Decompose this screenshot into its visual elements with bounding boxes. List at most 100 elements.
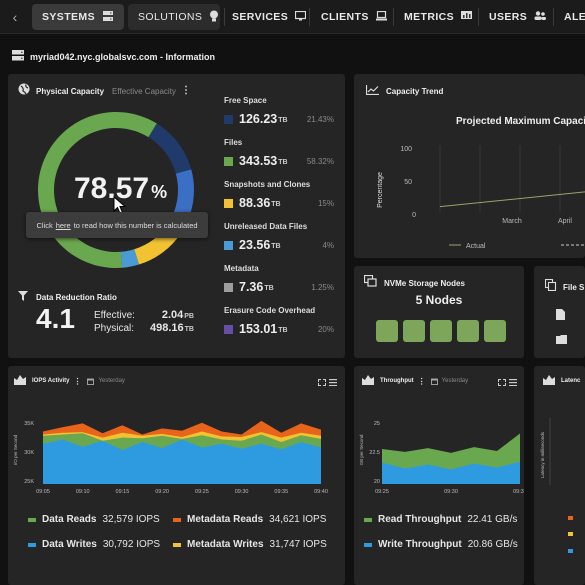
legend-item[interactable]: Read Throughput 22.41 GB/s [364,514,517,525]
iops-chart: I/O per Second 35K 30K 25K 09:05 09:10 09:… [13,420,328,495]
throughput-title: Throughput [380,378,414,384]
latency-legend-swatch [568,516,573,520]
capacity-percent-value: 78.57 [74,172,150,205]
legend-swatch [173,542,181,547]
capacity-row-unit: TB [278,117,288,124]
tab-metrics[interactable]: METRICS [394,4,482,30]
legend-item[interactable]: Metadata Writes 31,747 IOPS [173,539,327,550]
tab-label: ALE [564,11,585,23]
capacity-row-label: Unreleased Data Files [224,222,308,231]
expand-icon[interactable] [498,373,506,391]
x-tick-label: 09:30 [235,489,249,495]
tooltip-prefix: Click [36,220,53,230]
legend-item[interactable]: Write Throughput 20.86 GB/s [364,539,518,550]
throughput-ytick: 20 [374,479,380,485]
tab-alerts[interactable]: ALE [554,4,585,30]
tab-physical-capacity[interactable]: Physical Capacity [36,86,105,96]
capacity-row-swatch [224,114,233,124]
nav-divider [478,8,479,26]
menu-icon[interactable] [329,373,337,391]
capacity-row-percent: 1.25% [311,282,334,292]
nvme-node[interactable] [403,320,425,342]
data-reduction-title: Data Reduction Ratio [36,292,117,302]
nav-divider [393,8,394,26]
iops-range[interactable]: Yesterday [98,378,125,384]
legend-item[interactable]: Data Writes 30,792 IOPS [28,539,160,550]
page-title-text: myriad042.nyc.globalsvc.com - Informatio… [30,51,216,62]
legend-item[interactable]: Data Reads 32,579 IOPS [28,514,160,525]
capacity-trend-panel [354,74,585,258]
capacity-row-unit: TB [264,285,274,292]
capacity-row-unit: TB [278,159,288,166]
tab-services[interactable]: SERVICES [222,4,316,30]
nvme-node[interactable] [457,320,479,342]
nvme-header: NVMe Storage Nodes [363,274,465,292]
nvme-node[interactable] [484,320,506,342]
tab-systems[interactable]: SYSTEMS [32,4,124,30]
throughput-chart: GB per Second 25 22.5 20 09:25 09:30 09:35 [359,421,524,495]
capacity-trend-title: Capacity Trend [386,86,444,96]
legend-value: 32,579 IOPS [102,514,160,525]
capacity-row-value: 23.56 [239,238,271,252]
legend-swatch [28,542,36,547]
legend-item[interactable]: Metadata Reads 34,621 IOPS [173,514,326,525]
capacity-row-label: Erasure Code Overhead [224,306,316,315]
iops-header: IOPS Activity ⋮ Yesterday [14,372,125,390]
latency-legend-swatch [568,532,573,536]
x-tick-label: 09:15 [116,489,130,495]
effective-unit: PB [184,313,194,320]
area-chart-icon [14,372,26,390]
nvme-node[interactable] [430,320,452,342]
legend-value: 34,621 IOPS [269,514,327,525]
chat-chart-icon [461,10,473,24]
globe-icon [18,82,30,100]
tab-effective-capacity[interactable]: Effective Capacity [112,86,176,96]
legend-label: Read Throughput [378,514,462,525]
legend-label: Data Reads [42,514,97,525]
tab-users[interactable]: USERS [479,4,556,30]
back-chevron-icon[interactable]: ‹ [12,9,18,25]
capacity-row-unit: TB [271,243,281,250]
latency-ylabel: Latency in milliseconds [540,431,545,478]
physical-row: Physical: 498.16 TB [94,322,194,334]
users-icon [534,11,547,23]
tab-label: SOLUTIONS [138,11,203,23]
trend-ylabel: Percentage [377,172,384,208]
throughput-range[interactable]: Yesterday [441,378,469,384]
legend-value: 31,747 IOPS [269,539,327,550]
capacity-row-percent: 20% [317,324,334,334]
nvme-node[interactable] [376,320,398,342]
x-tick-label: 09:10 [76,489,90,495]
donut-segment-unreleased-data-files[interactable] [120,249,139,268]
latency-legend-swatch [568,549,573,553]
x-tick-label: 09:05 [36,489,50,495]
more-vertical-icon[interactable]: ⋮ [180,85,191,96]
calendar-icon[interactable] [87,372,95,390]
tab-solutions[interactable]: SOLUTIONS [128,4,220,30]
tab-clients[interactable]: CLIENTS [311,4,397,30]
legend-label: Metadata Writes [187,539,264,550]
donut-segment-free-space-dark[interactable] [148,123,192,174]
more-vertical-icon[interactable]: ⋮ [73,376,82,386]
legend-label: Write Throughput [378,539,462,550]
capacity-row: 343.53 TB 58.32% [224,154,334,168]
nvme-panel [354,266,524,358]
trend-ytick: 50 [404,179,412,186]
tooltip-link[interactable]: here [55,220,71,230]
capacity-row-unit: TB [278,327,288,334]
legend-swatch [173,517,181,522]
legend-value: 20.86 GB/s [467,539,518,550]
more-vertical-icon[interactable]: ⋮ [417,376,426,386]
calendar-icon[interactable] [430,372,438,390]
lightbulb-icon [209,10,219,25]
server-icon [102,10,114,25]
trend-ytick: 0 [412,212,416,219]
capacity-row-percent: 15% [317,198,334,208]
menu-icon[interactable] [509,373,517,391]
expand-icon[interactable] [318,373,326,391]
top-nav: ‹ SYSTEMS SOLUTIONS SERVICES CLIENTS MET… [0,0,585,34]
capacity-percent-sign: % [151,182,168,202]
area-chart-icon [362,372,374,390]
physical-value: 498.16 [150,322,184,334]
x-tick-label: 09:35 [513,489,524,495]
